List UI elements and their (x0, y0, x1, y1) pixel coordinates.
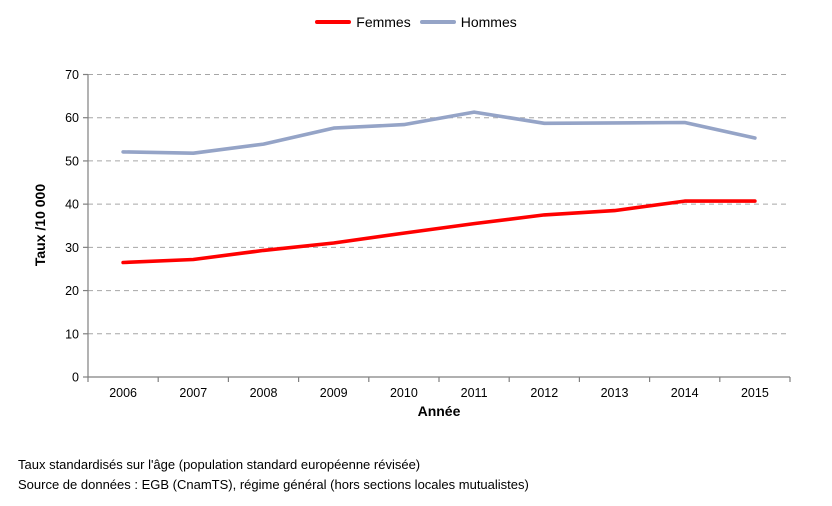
legend-item-femmes: Femmes (315, 14, 411, 30)
y-tick-label: 30 (65, 241, 79, 255)
series-line-femmes (121, 199, 757, 265)
x-tick-label: 2010 (390, 386, 418, 400)
y-tick-label: 70 (65, 68, 79, 82)
y-axis-title-text: Taux /10 000 (32, 183, 48, 267)
y-tick-label: 40 (65, 198, 79, 212)
line-chart: 0 10 20 30 40 50 60 70 2006 2007 2008 2009 2010 2011 2… (65, 68, 791, 400)
series-line-hommes (121, 110, 757, 155)
x-axis-title: Année (417, 403, 461, 419)
legend-label-femmes: Femmes (356, 14, 411, 30)
x-tick-label: 2006 (109, 386, 137, 400)
y-tick-label: 0 (72, 371, 79, 385)
x-tick-label: 2014 (671, 386, 699, 400)
x-tick-label: 2011 (461, 386, 488, 400)
x-tick-label: 2009 (320, 386, 348, 400)
y-tick-label: 50 (65, 154, 79, 168)
legend-item-hommes: Hommes (419, 14, 517, 30)
x-tick-label: 2012 (530, 386, 558, 400)
footnote-source: Source de données : EGB (CnamTS), régime… (18, 477, 529, 492)
x-tick-label: 2007 (179, 386, 207, 400)
y-tick-label: 60 (65, 111, 79, 125)
x-tick-label: 2015 (741, 386, 769, 400)
footnote-standardisation: Taux standardisés sur l'âge (population … (18, 457, 421, 472)
femmes-line-swatch (315, 20, 352, 24)
x-tick-label: 2013 (601, 386, 629, 400)
legend-label-hommes: Hommes (460, 14, 517, 30)
x-tick-label: 2008 (250, 386, 278, 400)
footnotes: Taux standardisés sur l'âge (population … (18, 455, 529, 495)
y-tick-label: 20 (65, 284, 79, 298)
hommes-line-swatch (419, 20, 456, 24)
y-tick-label: 10 (65, 327, 79, 341)
chart-legend: Femmes Hommes (0, 14, 832, 30)
